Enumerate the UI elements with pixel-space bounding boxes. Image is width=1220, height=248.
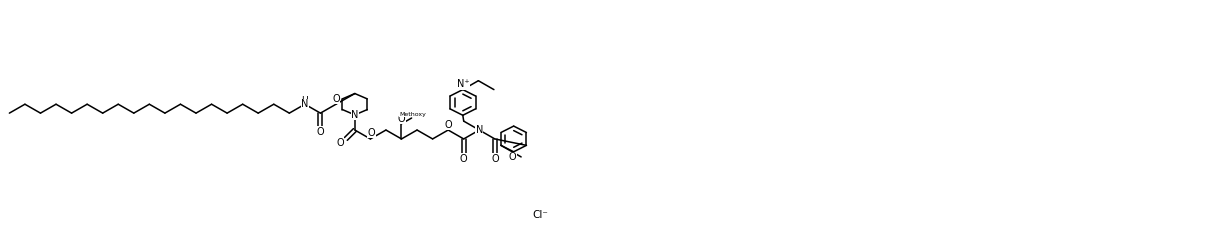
Text: O: O [445,120,453,130]
Text: O: O [460,154,467,164]
Text: N⁺: N⁺ [456,79,470,89]
Text: O: O [367,128,376,138]
Text: O: O [332,94,340,104]
Text: O: O [317,127,325,137]
Text: Methoxy: Methoxy [399,112,426,117]
Text: H: H [301,96,309,105]
Text: O: O [509,153,516,162]
Text: O: O [398,114,405,124]
Text: N: N [301,99,309,109]
Text: N: N [351,110,359,120]
Text: O: O [336,138,344,148]
Text: O: O [490,154,499,164]
Text: Cl⁻: Cl⁻ [532,210,548,220]
Text: N: N [476,125,483,135]
